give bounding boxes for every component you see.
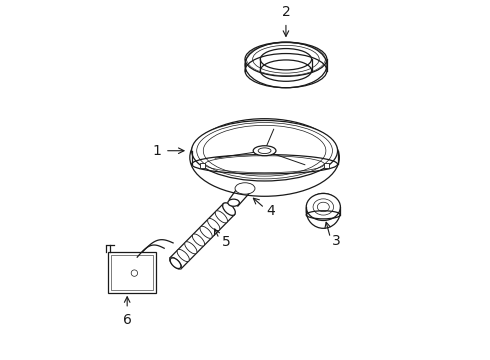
Ellipse shape (190, 119, 340, 196)
Ellipse shape (223, 203, 235, 215)
Ellipse shape (170, 257, 182, 269)
Ellipse shape (253, 146, 276, 156)
Text: 6: 6 (122, 314, 132, 327)
Bar (324, 163, 329, 168)
Ellipse shape (193, 234, 205, 246)
Ellipse shape (192, 121, 338, 181)
Text: 1: 1 (152, 144, 161, 158)
Ellipse shape (235, 183, 255, 194)
Polygon shape (108, 252, 156, 293)
Text: 3: 3 (332, 234, 341, 248)
Ellipse shape (222, 203, 235, 215)
Ellipse shape (170, 258, 181, 269)
Ellipse shape (215, 211, 227, 223)
Ellipse shape (177, 249, 189, 261)
Text: 2: 2 (282, 5, 290, 19)
Ellipse shape (208, 219, 220, 231)
Ellipse shape (306, 193, 341, 220)
Ellipse shape (228, 199, 240, 206)
Bar (200, 163, 205, 168)
Ellipse shape (306, 193, 341, 228)
Ellipse shape (200, 226, 212, 238)
Ellipse shape (245, 42, 327, 88)
Text: 4: 4 (267, 204, 275, 218)
Text: 5: 5 (222, 235, 231, 248)
Ellipse shape (185, 242, 197, 254)
Ellipse shape (239, 184, 251, 193)
